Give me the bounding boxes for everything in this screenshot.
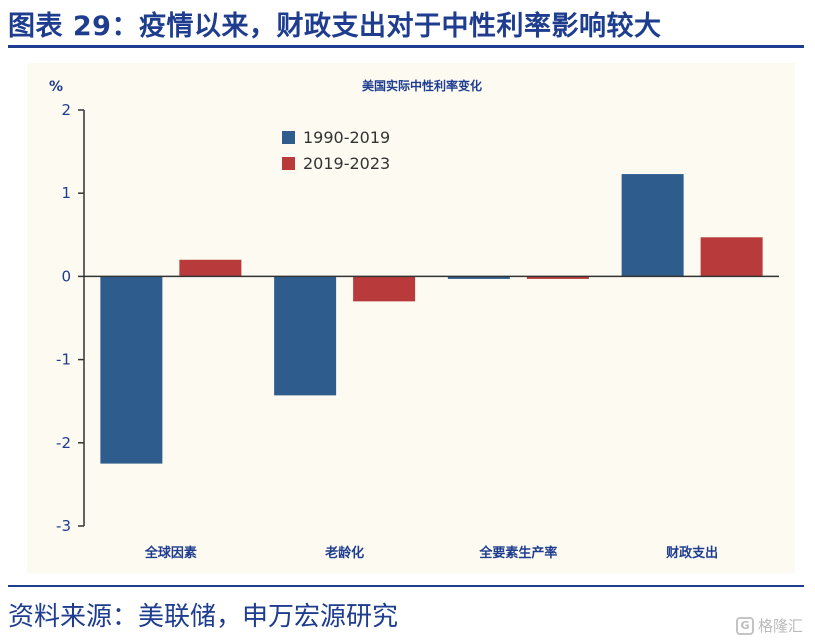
x-axis: 全球因素 老龄化 全要素生产率 财政支出 xyxy=(84,275,779,561)
bar-chart: 美国实际中性利率变化 % 2 1 0 -1 -2 -3 全球因素 老龄化 全要素生产率 财政支出… xyxy=(49,78,779,561)
legend-label: 1990-2019 xyxy=(303,128,390,147)
legend-swatch xyxy=(282,131,295,144)
bar-1990-2019-全球因素 xyxy=(100,276,163,464)
chart-panel: 美国实际中性利率变化 % 2 1 0 -1 -2 -3 全球因素 老龄化 全要素生产率 财政支出… xyxy=(27,63,795,573)
title-divider xyxy=(8,45,804,48)
bar-series-group xyxy=(100,174,763,464)
y-tick-label: -2 xyxy=(56,434,71,452)
figure-title: 图表 29：疫情以来，财政支出对于中性利率影响较大 xyxy=(8,11,662,42)
watermark: G 格隆汇 xyxy=(735,615,803,636)
x-category-label: 全球因素 xyxy=(144,545,197,561)
footer-divider xyxy=(8,585,804,587)
legend: 1990-2019 2019-2023 xyxy=(282,128,390,173)
y-axis: 2 1 0 -1 -2 -3 xyxy=(56,101,85,535)
watermark-logo-icon: G xyxy=(735,616,754,635)
y-axis-unit-label: % xyxy=(49,79,63,95)
x-category-label: 全要素生产率 xyxy=(478,545,557,561)
bar-1990-2019-老龄化 xyxy=(274,276,337,396)
bar-2019-2023-全球因素 xyxy=(179,259,242,277)
y-tick-label: 1 xyxy=(61,184,71,202)
bar-1990-2019-全要素生产率 xyxy=(447,276,510,279)
x-category-label: 财政支出 xyxy=(666,545,718,561)
y-tick-label: 2 xyxy=(61,101,71,119)
legend-label: 2019-2023 xyxy=(303,154,390,173)
bar-2019-2023-财政支出 xyxy=(700,237,763,277)
y-tick-label: 0 xyxy=(61,267,71,285)
x-category-label: 老龄化 xyxy=(324,545,364,561)
bar-2019-2023-全要素生产率 xyxy=(526,276,589,279)
chart-title: 美国实际中性利率变化 xyxy=(362,78,482,93)
legend-swatch xyxy=(282,157,295,170)
bar-2019-2023-老龄化 xyxy=(353,276,416,302)
y-tick-label: -1 xyxy=(56,351,71,369)
y-tick-label: -3 xyxy=(56,517,71,535)
bar-1990-2019-财政支出 xyxy=(621,174,684,277)
watermark-text: 格隆汇 xyxy=(757,617,803,635)
source-note: 资料来源：美联储，申万宏源研究 xyxy=(8,602,399,632)
